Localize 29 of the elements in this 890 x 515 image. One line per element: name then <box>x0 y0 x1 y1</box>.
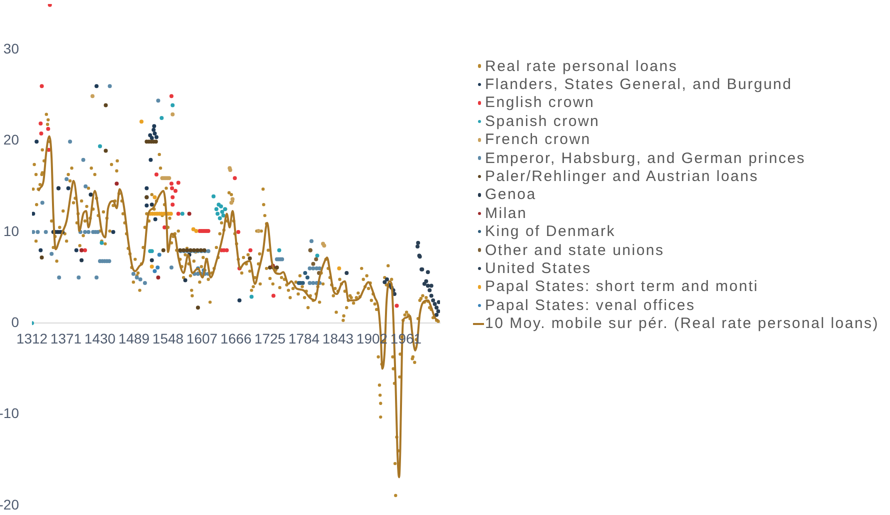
y-tick-label: 10 <box>3 222 20 239</box>
x-tick-label: 1784 <box>288 330 320 346</box>
legend-label: Flanders, States General, and Burgund <box>485 76 792 94</box>
x-tick-label: 1312 <box>16 330 48 346</box>
legend-label: Spanish crown <box>485 112 600 130</box>
legend-label: French crown <box>485 131 591 148</box>
x-tick-label: 1548 <box>152 330 184 346</box>
y-tick-label: 30 <box>3 40 20 56</box>
x-tick-label: 1843 <box>322 330 354 346</box>
legend-label: Papal States: venal offices <box>485 296 696 314</box>
x-tick-label: 1725 <box>254 330 286 346</box>
y-tick-label: 20 <box>3 132 20 148</box>
legend-label: English crown <box>485 94 595 112</box>
x-tick-label: 1607 <box>186 330 218 346</box>
legend-label: 10 Moy. mobile sur pér. (Real rate personal loans) <box>485 315 880 332</box>
legend-label: Real rate personal loans <box>485 58 678 75</box>
x-tick-label: 1489 <box>118 330 150 346</box>
legend-label: United States <box>485 260 592 277</box>
legend-label: Papal States: short term and monti <box>485 278 758 296</box>
x-tick-label: 1430 <box>84 330 116 346</box>
legend-label: Emperor, Habsburg, and German princes <box>485 150 806 167</box>
legend-label: Milan <box>485 204 528 222</box>
legend-label: Genoa <box>485 186 536 204</box>
legend-label: Other and state unions <box>485 242 664 259</box>
x-tick-label: 1371 <box>50 330 82 346</box>
x-tick-label: 1666 <box>220 330 252 346</box>
y-tick-label: 0 <box>11 314 20 330</box>
legend-label: King of Denmark <box>485 223 616 240</box>
legend-label: Paler/Rehlinger and Austrian loans <box>485 168 758 186</box>
